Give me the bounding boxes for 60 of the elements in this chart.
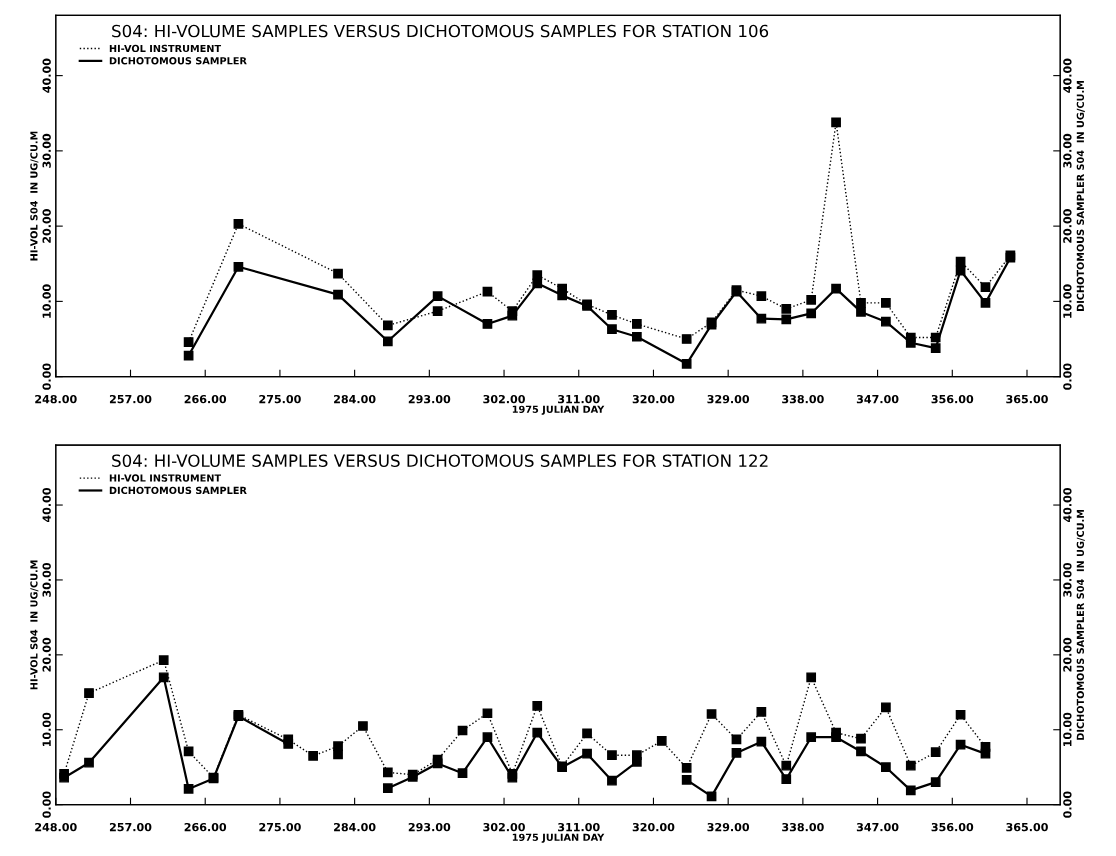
x-axis-title: 1975 JULIAN DAY [512,833,605,843]
x-tick-label: 347.00 [856,394,899,404]
x-tick-label: 356.00 [931,394,974,404]
y2-tick-label: 20.00 [1063,637,1072,672]
y2-tick-label: 10.00 [1063,284,1072,318]
y2-tick-label: 30.00 [1063,133,1072,168]
x-tick-label: 266.00 [184,822,227,832]
y2-tick-label: 0.00 [1063,363,1072,390]
y2-tick-label: 40.00 [1063,58,1072,93]
y2-tick-label: 30.00 [1063,562,1072,597]
chart-title: S04: HI-VOLUME SAMPLES VERSUS DICHOTOMOUS SAMPLES FOR STATION 122 [112,454,768,468]
y-tick-label: 10.00 [42,284,51,318]
y2-tick-label: 10.00 [1063,712,1072,747]
x-tick-label: 311.00 [558,822,600,832]
y-tick-label: 20.00 [42,637,51,672]
y-tick-label: 30.00 [42,562,51,597]
y2-tick-label: 40.00 [1063,488,1072,523]
x-tick-label: 257.00 [109,822,152,832]
x-tick-label: 248.00 [35,822,77,832]
y2-axis-title: DICHOTOMOUS SAMPLER S04 IN UG/CU.M [1076,81,1085,311]
y-tick-label: 0.00 [42,363,51,390]
legend-label: HI-VOL INSTRUMENT [109,44,222,53]
x-tick-label: 302.00 [483,822,525,832]
x-tick-label: 257.00 [109,394,152,404]
x-tick-label: 293.00 [408,822,451,832]
legend-label: HI-VOL INSTRUMENT [109,474,222,482]
x-tick-label: 338.00 [782,822,824,832]
x-tick-label: 302.00 [483,394,525,404]
x-tick-label: 266.00 [184,394,227,404]
y2-tick-label: 20.00 [1063,209,1072,243]
y-tick-label: 0.00 [42,791,51,818]
x-tick-label: 284.00 [334,822,376,832]
y-axis-title: HI-VOL S04 IN UG/CU.M [30,560,39,690]
x-tick-label: 329.00 [707,822,750,832]
x-tick-label: 347.00 [856,822,899,832]
x-tick-label: 275.00 [259,822,301,832]
x-tick-label: 356.00 [931,822,974,832]
y-tick-label: 20.00 [42,209,51,243]
y-axis-title: HI-VOL S04 IN UG/CU.M [30,131,39,261]
y-tick-label: 40.00 [42,58,51,93]
x-tick-label: 311.00 [558,394,600,404]
y2-tick-label: 0.00 [1063,791,1072,818]
y-tick-label: 30.00 [42,133,51,168]
x-tick-label: 320.00 [632,822,675,832]
legend-label: DICHOTOMOUS SAMPLER [109,57,247,65]
legend-label: DICHOTOMOUS SAMPLER [109,486,247,495]
y-tick-label: 40.00 [42,488,51,523]
x-tick-label: 275.00 [259,394,301,404]
y-tick-label: 10.00 [42,712,51,747]
x-tick-label: 320.00 [632,394,675,404]
x-tick-label: 365.00 [1006,822,1048,832]
y2-axis-title: DICHOTOMOUS SAMPLER S04 IN UG/CU.M [1076,509,1085,740]
x-tick-label: 338.00 [782,394,824,404]
x-tick-label: 284.00 [334,394,376,404]
x-axis-title: 1975 JULIAN DAY [512,405,605,415]
chart-title: S04: HI-VOLUME SAMPLES VERSUS DICHOTOMOUS SAMPLES FOR STATION 106 [112,24,769,38]
x-tick-label: 293.00 [408,394,451,404]
x-tick-label: 329.00 [707,394,750,404]
x-tick-label: 248.00 [35,394,77,404]
x-tick-label: 365.00 [1006,394,1048,404]
